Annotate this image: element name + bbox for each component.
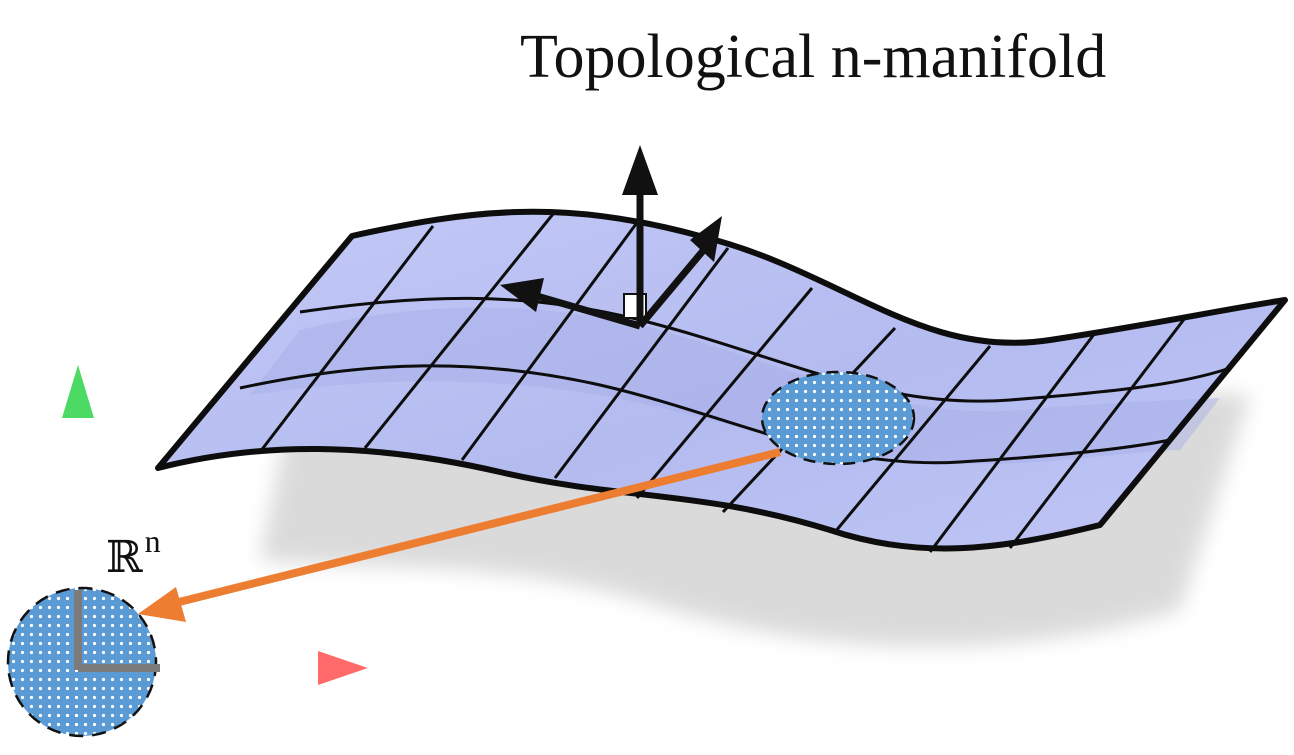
space-symbol: ℝ xyxy=(106,532,143,583)
three-arrow-frame-icon xyxy=(500,145,722,330)
diagram-title: Topological n-manifold xyxy=(520,23,1107,91)
sheet-shading xyxy=(250,307,1220,465)
space-exponent: n xyxy=(144,523,161,559)
euclidean-space-label: ℝn xyxy=(106,523,161,583)
manifold-patch xyxy=(760,370,916,466)
chart-map-arrow xyxy=(138,448,781,622)
manifold-sheet xyxy=(158,211,1285,549)
